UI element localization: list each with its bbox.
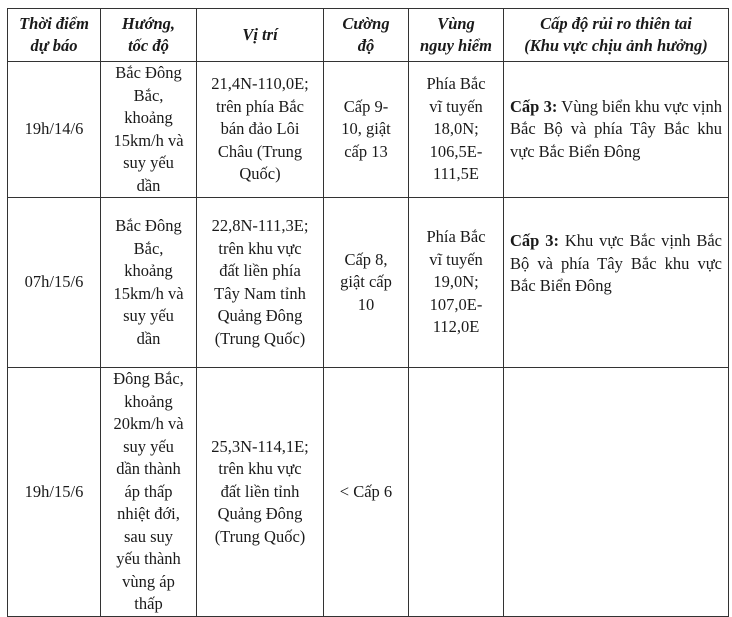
storm-forecast-table: Thời điểm dự báo Hướng, tốc độ Vị trí Cư… — [7, 8, 729, 617]
header-danger-zone: Vùng nguy hiểm — [408, 8, 504, 62]
cell-danger-zone — [408, 367, 504, 617]
cell-position: 22,8N-111,3E; trên khu vực đất liền phía… — [196, 197, 324, 368]
header-position: Vị trí — [196, 8, 324, 62]
header-risk-level: Cấp độ rủi ro thiên tai (Khu vực chịu ản… — [503, 8, 729, 62]
risk-text: Vùng biển khu vực vịnh Bắc Bộ và phía Tâ… — [510, 96, 722, 161]
cell-risk-level: Cấp 3: Khu vực Bắc vịnh Bắc Bộ và phía T… — [503, 197, 729, 368]
risk-text: Khu vực Bắc vịnh Bắc Bộ và phía Tây Bắc … — [510, 231, 722, 295]
cell-intensity: Cấp 9- 10, giật cấp 13 — [323, 61, 409, 198]
risk-label: Cấp 3: — [510, 231, 559, 250]
table-row: 07h/15/6 Bắc Đông Bắc, khoảng 15km/h và … — [7, 197, 729, 368]
cell-position: 25,3N-114,1E; trên khu vực đất liền tỉnh… — [196, 367, 324, 617]
cell-danger-zone: Phía Bắc vĩ tuyến 19,0N; 107,0E- 112,0E — [408, 197, 504, 368]
table-row: 19h/14/6 Bắc Đông Bắc, khoảng 15km/h và … — [7, 61, 729, 198]
header-row: Thời điểm dự báo Hướng, tốc độ Vị trí Cư… — [7, 8, 729, 62]
cell-direction: Bắc Đông Bắc, khoảng 15km/h và suy yếu d… — [100, 197, 197, 368]
cell-direction: Bắc Đông Bắc, khoảng 15km/h và suy yếu d… — [100, 61, 197, 198]
cell-time: 19h/15/6 — [7, 367, 101, 617]
cell-position: 21,4N-110,0E; trên phía Bắc bán đảo Lôi … — [196, 61, 324, 198]
risk-label: Cấp 3: — [510, 96, 558, 116]
header-direction-speed: Hướng, tốc độ — [100, 8, 197, 62]
cell-direction: Đông Bắc, khoảng 20km/h và suy yếu dần t… — [100, 367, 197, 617]
cell-intensity: < Cấp 6 — [323, 367, 409, 617]
cell-risk-level: Cấp 3: Vùng biển khu vực vịnh Bắc Bộ và … — [503, 61, 729, 198]
cell-intensity: Cấp 8, giật cấp 10 — [323, 197, 409, 368]
cell-time: 19h/14/6 — [7, 61, 101, 198]
cell-time: 07h/15/6 — [7, 197, 101, 368]
table-row: 19h/15/6 Đông Bắc, khoảng 20km/h và suy … — [7, 367, 729, 617]
header-intensity: Cường độ — [323, 8, 409, 62]
cell-risk-level — [503, 367, 729, 617]
header-forecast-time: Thời điểm dự báo — [7, 8, 101, 62]
cell-danger-zone: Phía Bắc vĩ tuyến 18,0N; 106,5E- 111,5E — [408, 61, 504, 198]
